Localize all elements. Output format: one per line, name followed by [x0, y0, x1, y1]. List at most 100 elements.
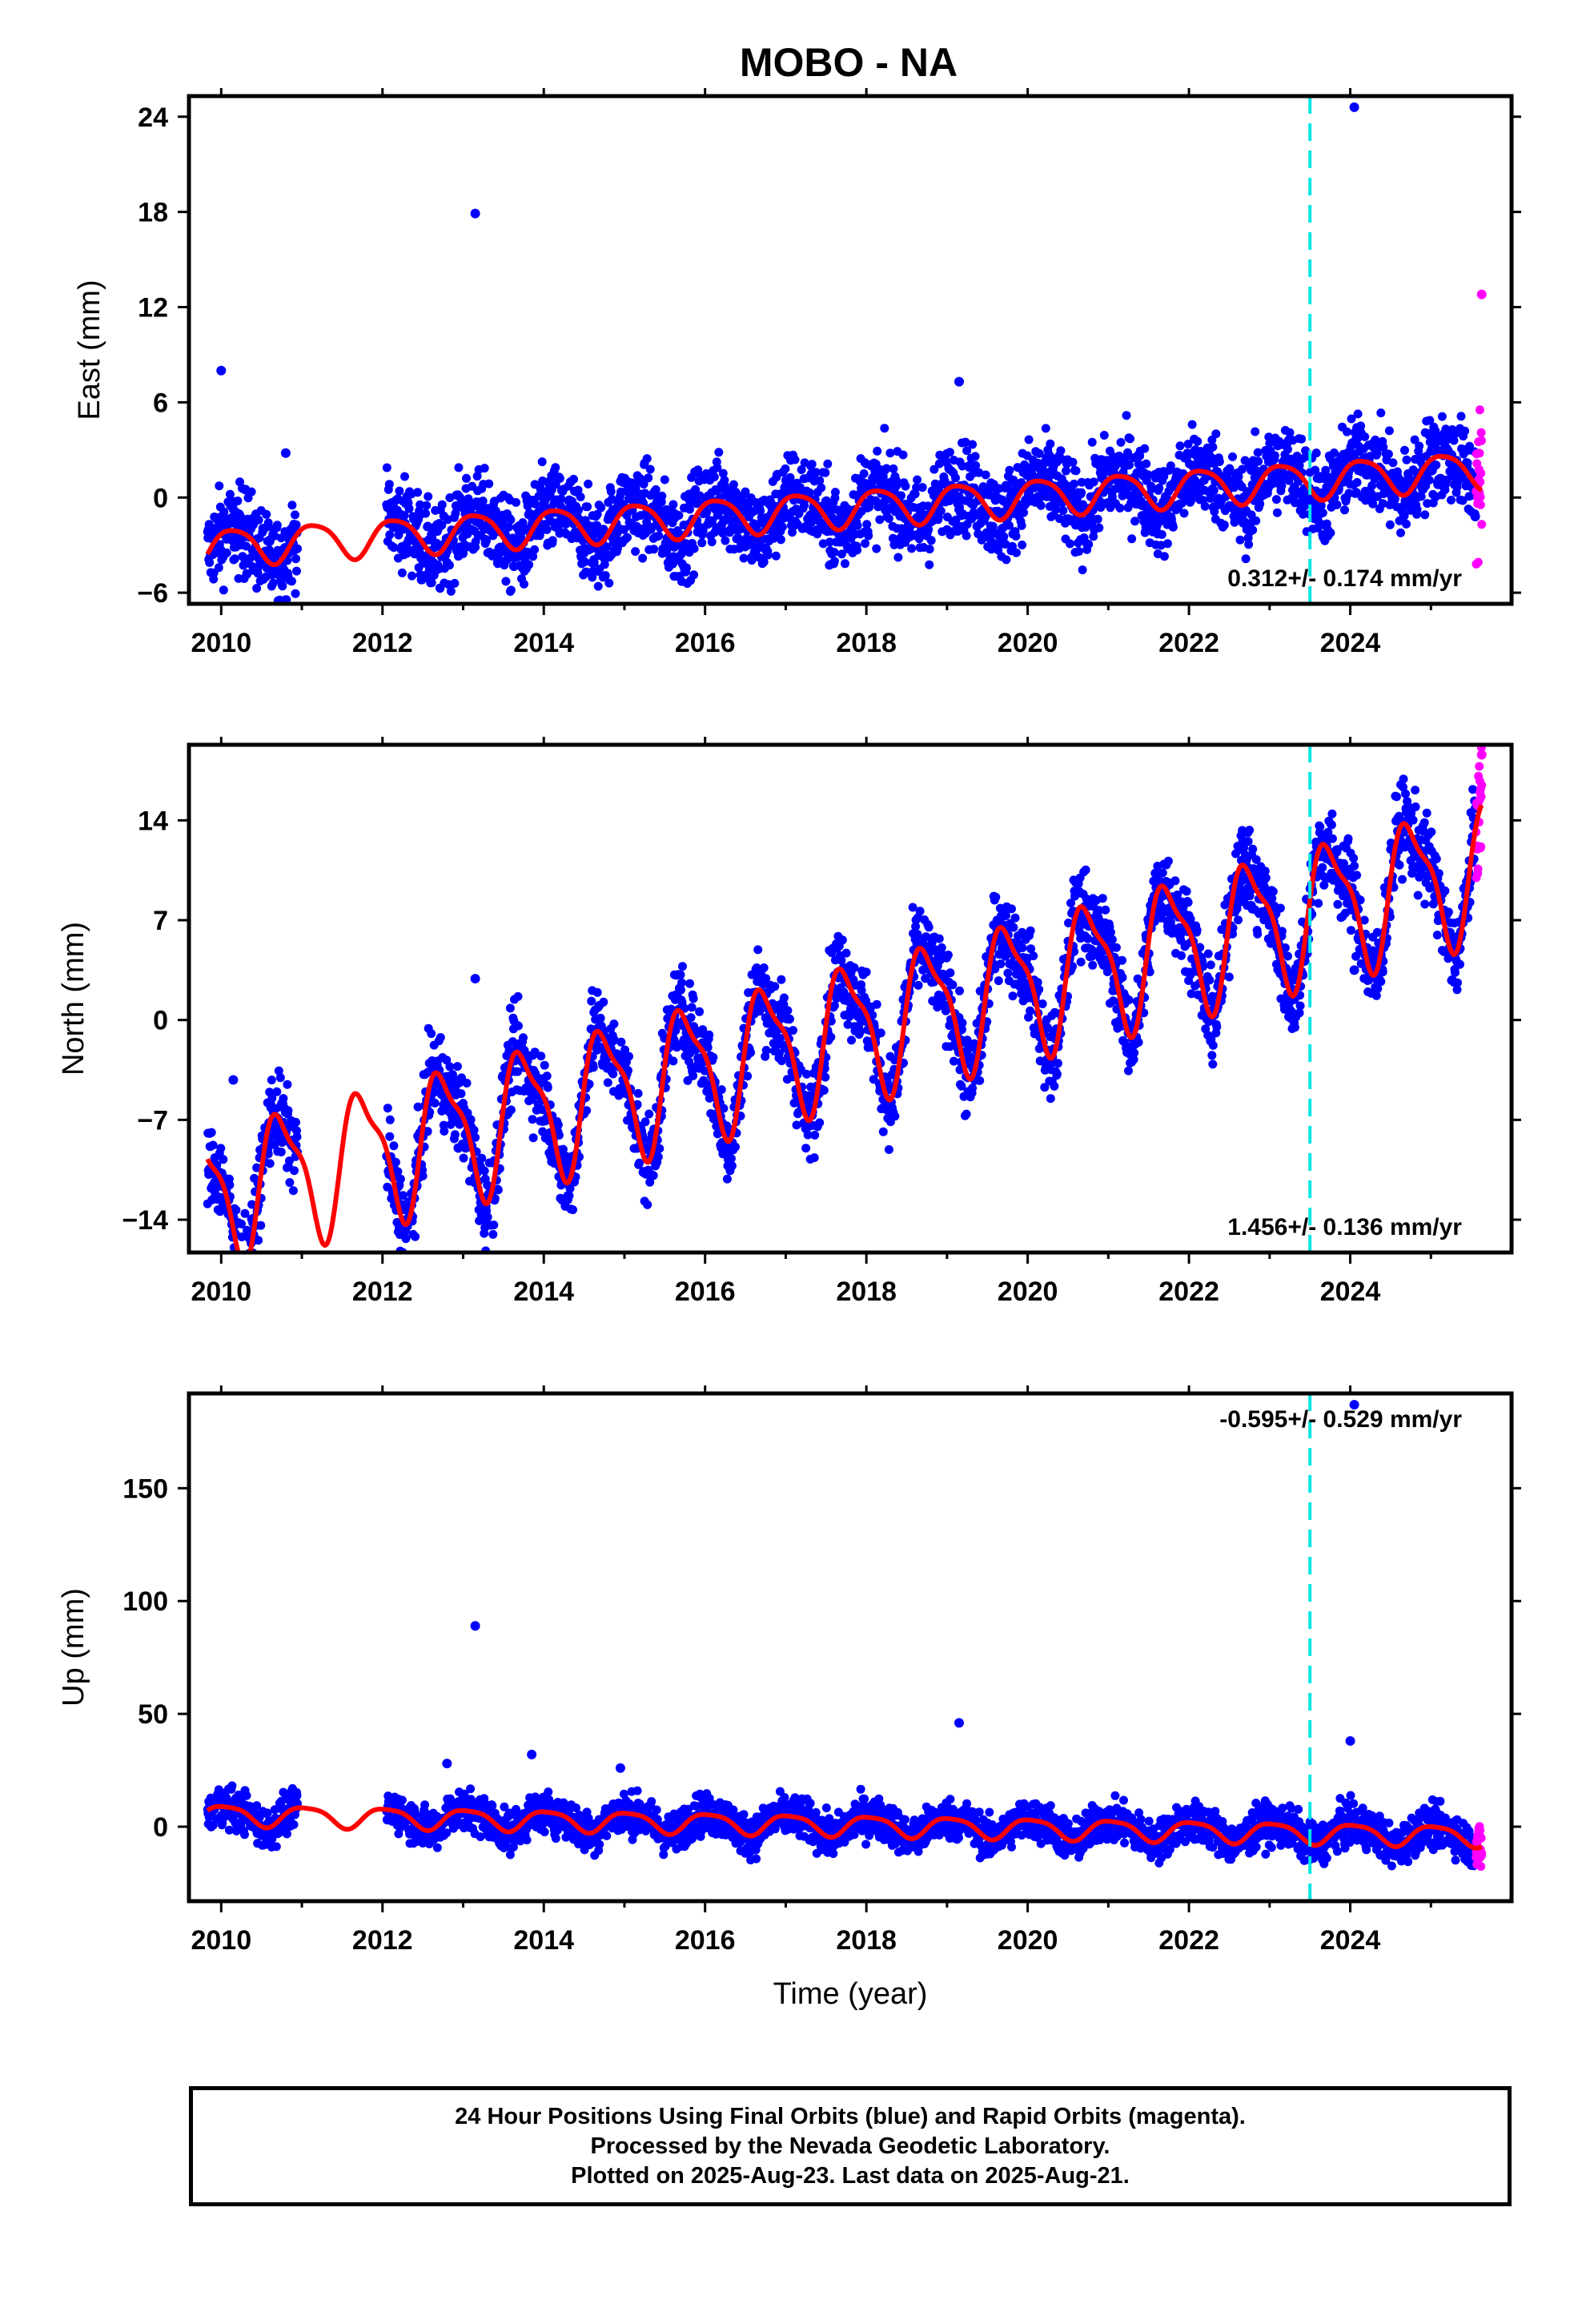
data-point	[872, 544, 881, 553]
data-point	[651, 485, 661, 494]
data-point	[884, 1145, 893, 1154]
data-point	[588, 1063, 598, 1072]
data-point	[685, 979, 694, 988]
data-point	[278, 581, 287, 591]
outlier-point	[216, 365, 227, 376]
data-point	[687, 1003, 697, 1012]
data-point	[276, 533, 286, 543]
data-point	[777, 975, 786, 984]
data-point	[283, 1106, 293, 1116]
data-point	[1476, 493, 1485, 501]
data-point	[875, 515, 885, 525]
data-point	[604, 578, 614, 588]
data-point	[569, 474, 578, 484]
data-point	[759, 963, 769, 972]
data-point	[913, 475, 922, 485]
data-point	[568, 1205, 577, 1215]
data-point	[1200, 501, 1210, 511]
data-point	[239, 1267, 248, 1276]
data-point	[421, 509, 431, 518]
data-point	[616, 1037, 626, 1047]
data-point	[1476, 500, 1485, 509]
data-point	[962, 531, 971, 541]
data-point	[660, 475, 669, 485]
data-point	[477, 1153, 487, 1163]
y-axis-label: East (mm)	[73, 279, 106, 420]
data-point	[829, 548, 839, 557]
data-point	[553, 1120, 563, 1130]
data-point	[1415, 441, 1424, 451]
data-point	[1050, 1081, 1059, 1091]
data-point	[523, 501, 532, 511]
data-point	[404, 504, 414, 513]
data-point	[1029, 951, 1038, 961]
data-point	[849, 963, 859, 972]
data-point	[446, 586, 456, 596]
data-point	[1053, 1059, 1062, 1068]
data-point	[231, 1205, 241, 1215]
data-point	[1179, 509, 1189, 518]
data-point	[811, 468, 821, 477]
data-point	[524, 560, 534, 569]
data-point	[829, 557, 839, 566]
data-point	[538, 476, 548, 485]
data-point	[648, 1171, 658, 1180]
data-point	[717, 1085, 726, 1095]
data-point	[861, 967, 871, 977]
data-point	[427, 1029, 436, 1039]
data-point	[265, 1159, 275, 1168]
data-point	[215, 481, 224, 491]
data-point	[885, 448, 895, 458]
data-point	[1009, 476, 1018, 485]
data-point	[542, 525, 552, 534]
data-point	[287, 577, 296, 586]
data-point	[1159, 552, 1169, 561]
data-point	[790, 455, 800, 464]
data-point	[427, 578, 436, 588]
data-point	[1400, 445, 1409, 455]
y-tick-label: 12	[138, 293, 168, 324]
data-point	[383, 1104, 392, 1113]
data-point	[1396, 528, 1405, 537]
data-point	[1019, 508, 1029, 517]
data-point	[513, 991, 523, 1001]
data-point	[837, 935, 847, 945]
data-point	[702, 508, 712, 517]
data-point	[1476, 428, 1486, 437]
data-point	[291, 554, 300, 564]
data-point	[240, 1261, 249, 1269]
data-point	[864, 531, 873, 541]
data-point	[422, 501, 432, 510]
data-point	[450, 578, 460, 588]
data-point	[285, 1178, 295, 1188]
data-point	[913, 980, 923, 990]
data-point	[1076, 957, 1086, 967]
data-point	[1340, 505, 1349, 515]
data-point	[876, 1028, 885, 1038]
data-point	[731, 1142, 740, 1152]
panel-2: 2010 2012 2014 2016 2018 2020 2022 2024−14−7071…	[57, 737, 1521, 1307]
data-point	[853, 545, 862, 555]
data-point	[222, 548, 231, 557]
data-point	[924, 923, 934, 932]
data-point	[934, 934, 944, 943]
data-point	[1009, 923, 1018, 932]
data-point	[599, 997, 608, 1007]
data-point	[232, 1255, 241, 1264]
data-point	[519, 1033, 528, 1043]
data-point	[606, 487, 616, 497]
data-point	[483, 1212, 492, 1222]
data-point	[731, 488, 741, 497]
data-point	[400, 511, 409, 521]
data-point	[536, 1051, 546, 1061]
data-point	[1078, 565, 1087, 575]
data-point	[653, 1152, 663, 1162]
data-point	[246, 1255, 255, 1264]
data-point	[596, 1013, 605, 1023]
data-point	[608, 1069, 618, 1079]
data-point	[968, 1084, 978, 1093]
data-point	[1473, 557, 1483, 567]
y-tick-label: 24	[138, 103, 168, 133]
data-point	[484, 479, 494, 489]
data-point	[1008, 991, 1018, 1001]
